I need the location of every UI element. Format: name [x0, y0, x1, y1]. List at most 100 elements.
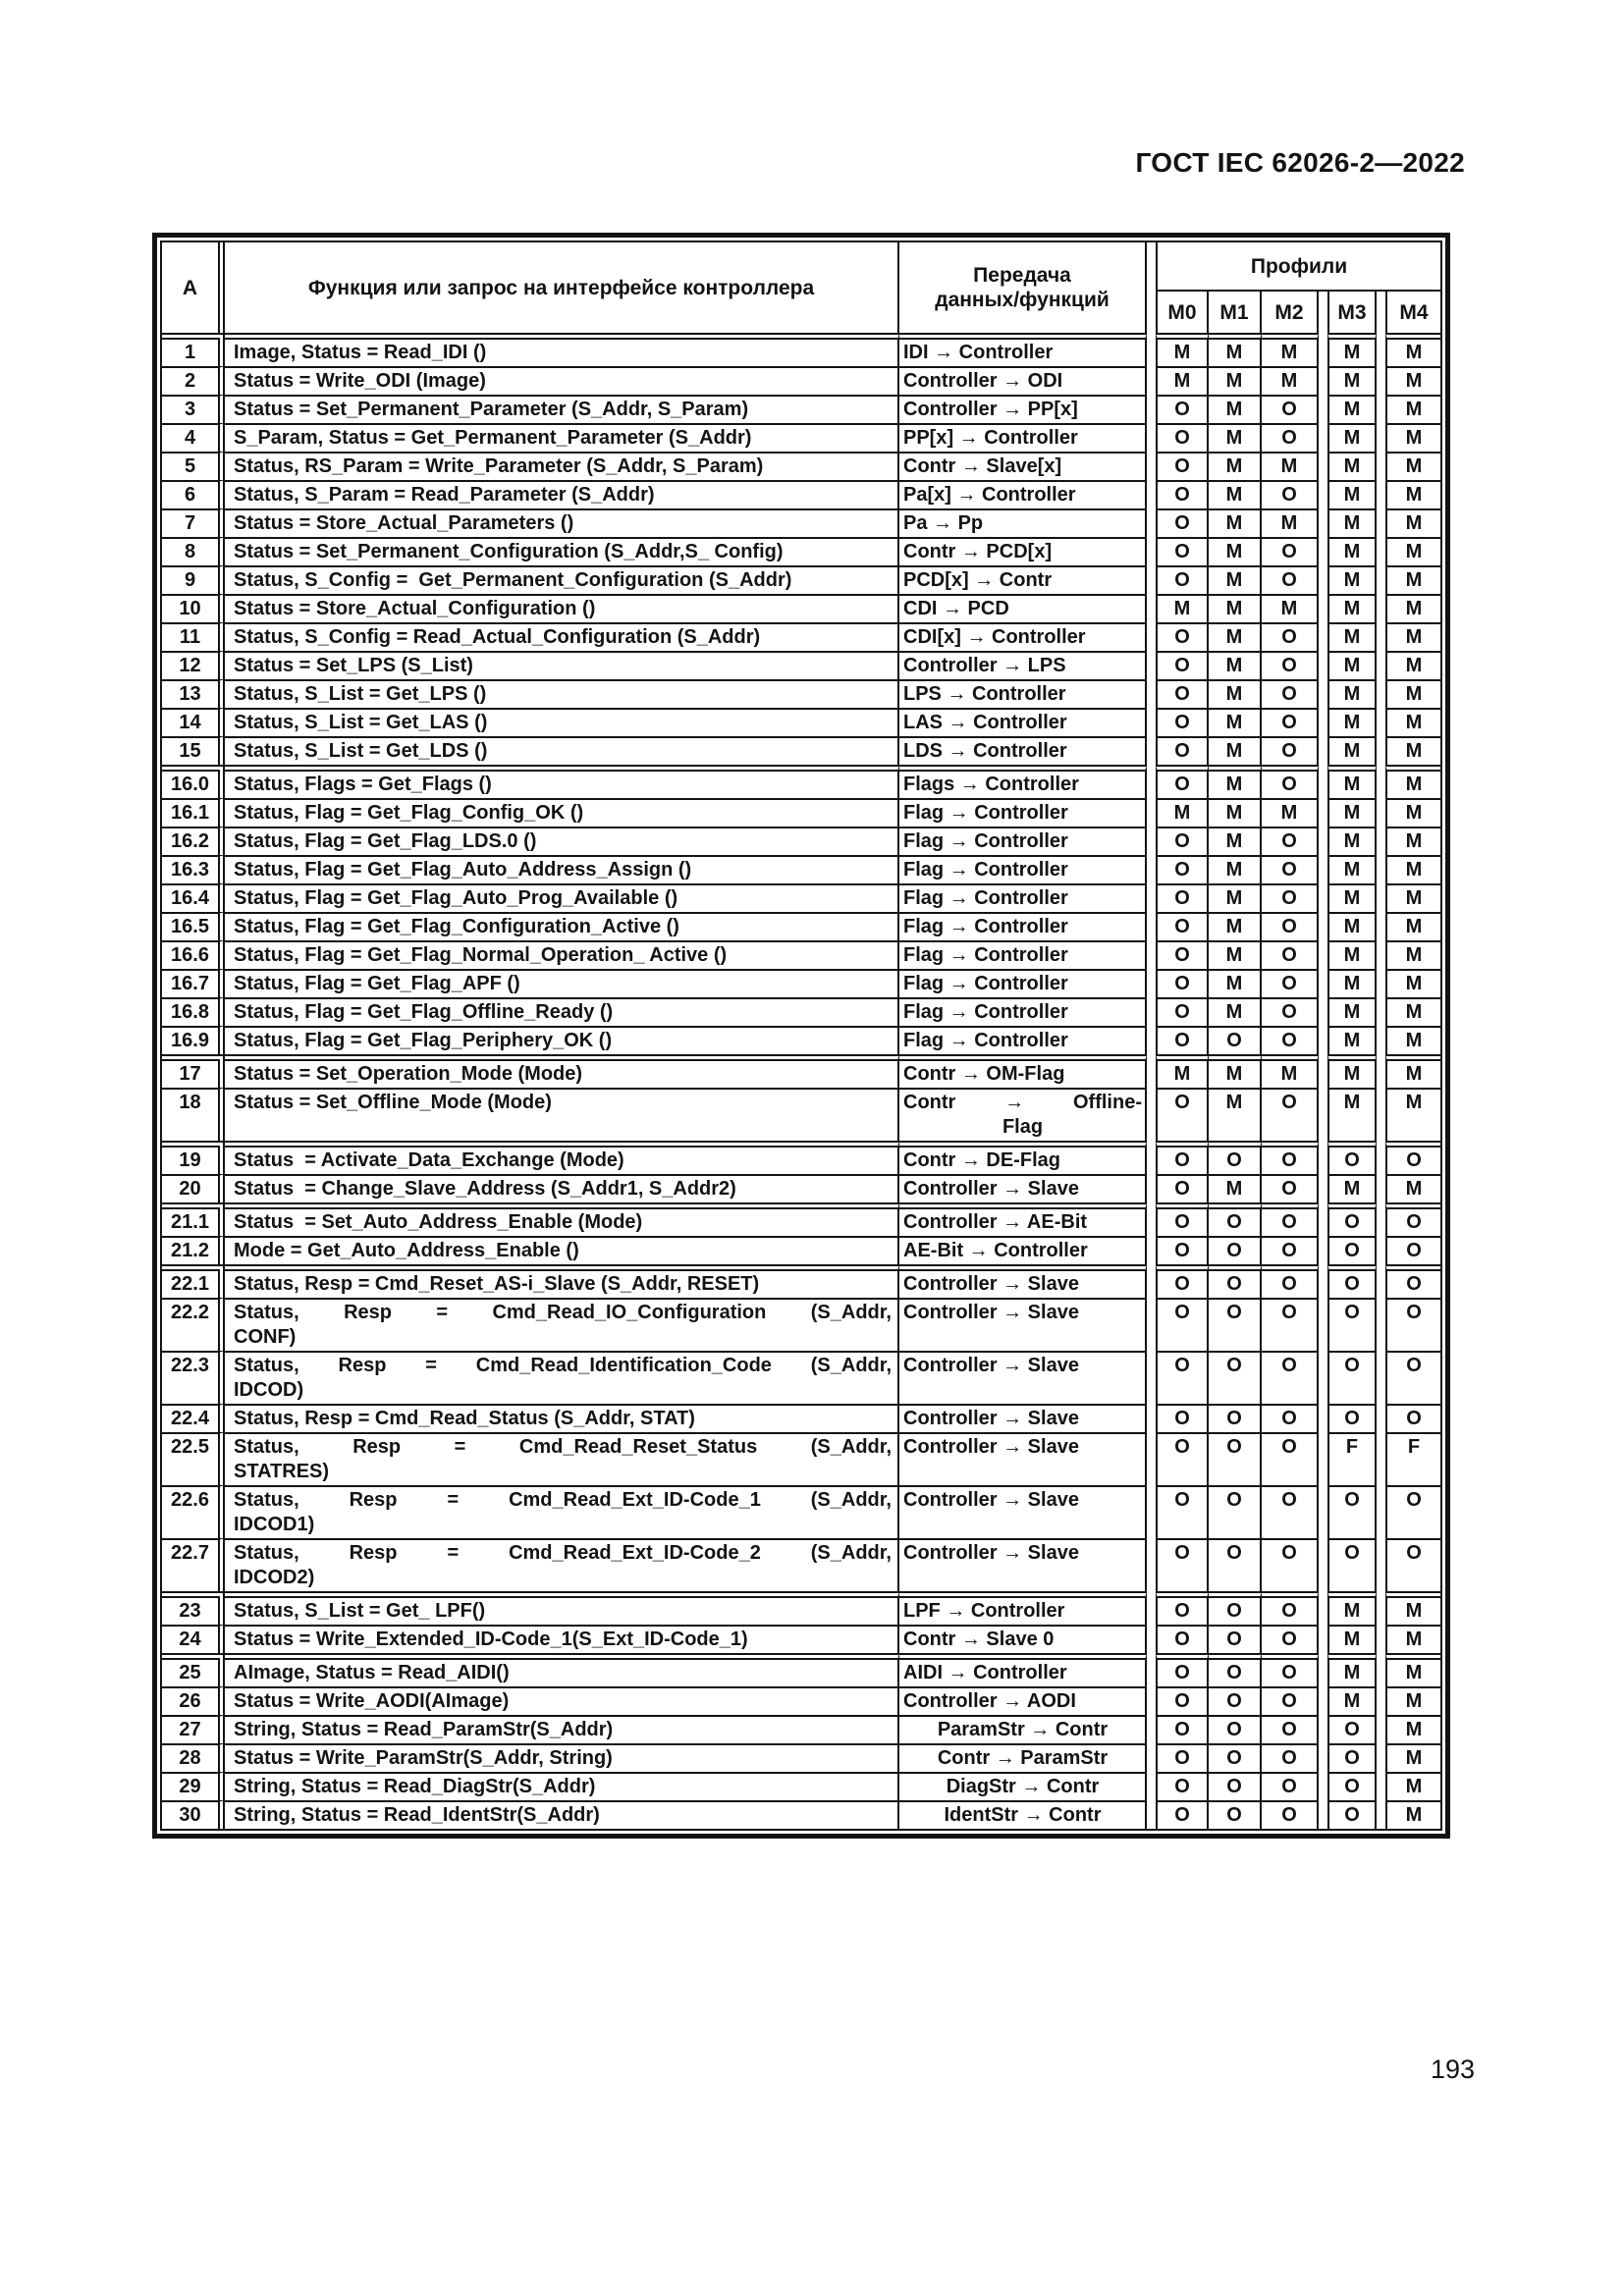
profile-cell-m1: M — [1209, 912, 1262, 940]
profile-cell-m1: O — [1209, 1538, 1262, 1591]
transfer-text: IDI → Controller — [903, 342, 1054, 363]
profile-cell-m1: M — [1209, 997, 1262, 1026]
row-number-cell: 22.7 — [162, 1538, 225, 1591]
transfer-cell: Controller → AODI — [899, 1686, 1147, 1715]
function-text-continued: IDCOD2) — [234, 1567, 315, 1588]
functions-table: A Функция или запрос на интерфейсе контр… — [160, 240, 1442, 1831]
row-number-cell: 25 — [162, 1653, 225, 1686]
profile-cell-m4: M — [1385, 912, 1440, 940]
profile-cell-m0: O — [1156, 855, 1209, 883]
profile-cell-m3: M — [1327, 366, 1377, 395]
profile-cell-m1: M — [1209, 765, 1262, 798]
profile-cell-m0: M — [1156, 1054, 1209, 1088]
profile-cell-m4: O — [1385, 1485, 1440, 1538]
profile-cell-m0: O — [1156, 1625, 1209, 1653]
row-number-cell: 19 — [162, 1141, 225, 1174]
function-text: AImage, Status = Read_AIDI() — [234, 1662, 510, 1683]
transfer-text: Controller → Slave — [903, 1489, 1079, 1511]
function-text: Status, Flags = Get_Flags () — [234, 774, 492, 795]
function-text: Status, S_Param = Read_Parameter (S_Addr… — [234, 484, 655, 506]
transfer-cell: Flag → Controller — [899, 827, 1147, 855]
profile-cell-m4: M — [1385, 1715, 1440, 1743]
profile-cell-m3: M — [1327, 736, 1377, 765]
row-number-cell: 3 — [162, 395, 225, 423]
function-text: Status = Set_Operation_Mode (Mode) — [234, 1063, 583, 1085]
function-text: Status, Flag = Get_Flag_Config_OK () — [234, 802, 584, 824]
function-text: Status, Flag = Get_Flag_Configuration_Ac… — [234, 916, 679, 937]
profile-cell-m3: O — [1327, 1404, 1377, 1432]
profile-cell-m2: O — [1262, 537, 1319, 565]
transfer-cell: PP[x] → Controller — [899, 423, 1147, 452]
function-text: Status = Write_ParamStr(S_Addr, String) — [234, 1747, 613, 1769]
function-text: Status, Flag = Get_Flag_Periphery_OK () — [234, 1030, 613, 1051]
function-text: Status = Store_Actual_Parameters () — [234, 512, 574, 534]
function-text: Mode = Get_Auto_Address_Enable () — [234, 1240, 579, 1261]
row-number-cell: 11 — [162, 622, 225, 651]
transfer-cell: Flag → Controller — [899, 997, 1147, 1026]
row-number-cell: 24 — [162, 1625, 225, 1653]
profile-cell-m3: M — [1327, 333, 1377, 366]
profile-cell-m3: M — [1327, 1054, 1377, 1088]
profile-cell-m2: O — [1262, 1351, 1319, 1404]
function-cell: Status = Set_Offline_Mode (Mode) — [225, 1088, 899, 1141]
function-text: Status, S_List = Get_LPS () — [234, 683, 487, 705]
profile-cell-m1: M — [1209, 1088, 1262, 1141]
transfer-cell: Controller → PP[x] — [899, 395, 1147, 423]
profile-cell-m3: O — [1327, 1236, 1377, 1264]
row-number-cell: 20 — [162, 1174, 225, 1202]
profile-cell-m3: M — [1327, 1591, 1377, 1625]
row-number-cell: 16.0 — [162, 765, 225, 798]
profile-cell-m4: M — [1385, 1174, 1440, 1202]
profile-cell-m2: O — [1262, 1715, 1319, 1743]
function-text: Status, Resp = Cmd_Read_IO_Configuration… — [234, 1302, 892, 1323]
function-text: Status = Write_ODI (Image) — [234, 370, 486, 392]
transfer-cell: Contr → Slave 0 — [899, 1625, 1147, 1653]
profile-cell-m1: M — [1209, 622, 1262, 651]
transfer-text: CDI → PCD — [903, 598, 1009, 619]
profile-cell-m1: M — [1209, 508, 1262, 537]
profile-cell-m2: O — [1262, 1404, 1319, 1432]
profile-cell-m0: O — [1156, 679, 1209, 708]
profile-cell-m0: O — [1156, 1264, 1209, 1298]
function-text: Status = Write_Extended_ID-Code_1(S_Ext_… — [234, 1629, 748, 1650]
profile-cell-m0: O — [1156, 1591, 1209, 1625]
profile-cell-m2: M — [1262, 798, 1319, 827]
function-text: Status, S_List = Get_LDS () — [234, 740, 488, 762]
profile-cell-m1: M — [1209, 565, 1262, 594]
transfer-cell: Controller → Slave — [899, 1538, 1147, 1591]
transfer-cell: Flag → Controller — [899, 855, 1147, 883]
profile-cell-m0: O — [1156, 1485, 1209, 1538]
profile-cell-m3: O — [1327, 1264, 1377, 1298]
profile-cell-m4: M — [1385, 622, 1440, 651]
function-cell: Status, Flags = Get_Flags () — [225, 765, 899, 798]
function-cell: Status, Flag = Get_Flag_Auto_Address_Ass… — [225, 855, 899, 883]
profile-cell-m4: M — [1385, 480, 1440, 508]
transfer-text: Flag → Controller — [903, 1030, 1068, 1051]
profile-cell-m4: M — [1385, 883, 1440, 912]
profile-cell-m3: M — [1327, 1686, 1377, 1715]
profile-cell-m2: O — [1262, 395, 1319, 423]
function-text: Status, Flag = Get_Flag_Normal_Operation… — [234, 944, 728, 966]
profile-cell-m2: O — [1262, 1686, 1319, 1715]
profile-cell-m2: O — [1262, 1088, 1319, 1141]
function-text-continued: STATRES) — [234, 1461, 330, 1482]
profile-cell-m4: M — [1385, 452, 1440, 480]
profile-cell-m4: M — [1385, 1743, 1440, 1772]
profile-cell-m1: O — [1209, 1432, 1262, 1485]
profile-cell-m4: M — [1385, 765, 1440, 798]
profile-cell-m0: O — [1156, 1800, 1209, 1829]
profile-cell-m1: O — [1209, 1351, 1262, 1404]
transfer-cell: Flag → Controller — [899, 969, 1147, 997]
function-cell: Status, S_Config = Get_Permanent_Configu… — [225, 565, 899, 594]
transfer-text: Contr → Offline- — [903, 1092, 1142, 1113]
profile-cell-m0: O — [1156, 508, 1209, 537]
row-number-cell: 7 — [162, 508, 225, 537]
profile-cell-m3: M — [1327, 708, 1377, 736]
profile-cell-m2: O — [1262, 736, 1319, 765]
profile-cell-m1: O — [1209, 1715, 1262, 1743]
profile-cell-m2: O — [1262, 940, 1319, 969]
profile-cell-m3: M — [1327, 1026, 1377, 1054]
profile-cell-m3: M — [1327, 423, 1377, 452]
function-cell: Status, S_List = Get_ LPF() — [225, 1591, 899, 1625]
col-header-a: A — [162, 242, 225, 333]
